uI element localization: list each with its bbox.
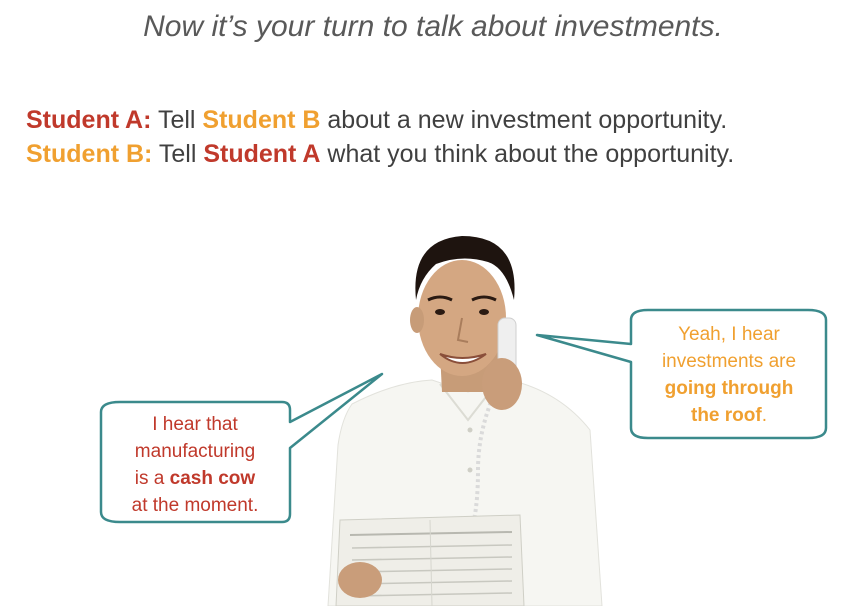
instruction-verb: Tell — [152, 140, 204, 168]
student-b-label: Student B: — [26, 140, 153, 168]
speech-bubble-left-text: I hear that manufacturing is a cash cow … — [105, 411, 285, 519]
instruction-student-a: Student A: Tell Student B about a new in… — [26, 106, 727, 135]
instruction-verb: Tell — [151, 106, 203, 134]
bubble-left-highlight: cash cow — [169, 468, 256, 489]
student-a-label: Student A: — [26, 106, 152, 134]
instruction-student-b: Student B: Tell Student A what you think… — [26, 140, 734, 169]
student-b-ref: Student B — [202, 106, 321, 134]
bubble-right-text: . — [761, 405, 767, 426]
student-a-ref: Student A — [203, 140, 321, 168]
bubble-left-line: manufacturing — [134, 441, 256, 462]
instruction-rest: what you think about the opportunity. — [320, 140, 735, 168]
bubble-right-line: going through — [636, 375, 822, 402]
bubble-right-line: investments are — [661, 351, 797, 372]
bubble-right-highlight: the roof — [691, 405, 762, 426]
speech-bubble-right-text: Yeah, I hear investments are going throu… — [636, 321, 822, 429]
speech-bubble-left — [99, 372, 384, 524]
bubble-left-line: is a cash cow — [105, 465, 285, 492]
instruction-rest: about a new investment opportunity. — [320, 106, 728, 134]
bubble-left-line: at the moment. — [131, 495, 259, 516]
bubble-right-line: Yeah, I hear — [678, 324, 780, 345]
page-title: Now it’s your turn to talk about investm… — [143, 10, 723, 43]
bubble-right-line: the roof. — [636, 402, 822, 429]
speech-bubble-right — [535, 308, 828, 440]
bubble-right-highlight: going through — [664, 378, 794, 399]
bubble-left-text: is a — [134, 468, 170, 489]
bubble-left-line: I hear that — [152, 414, 238, 435]
